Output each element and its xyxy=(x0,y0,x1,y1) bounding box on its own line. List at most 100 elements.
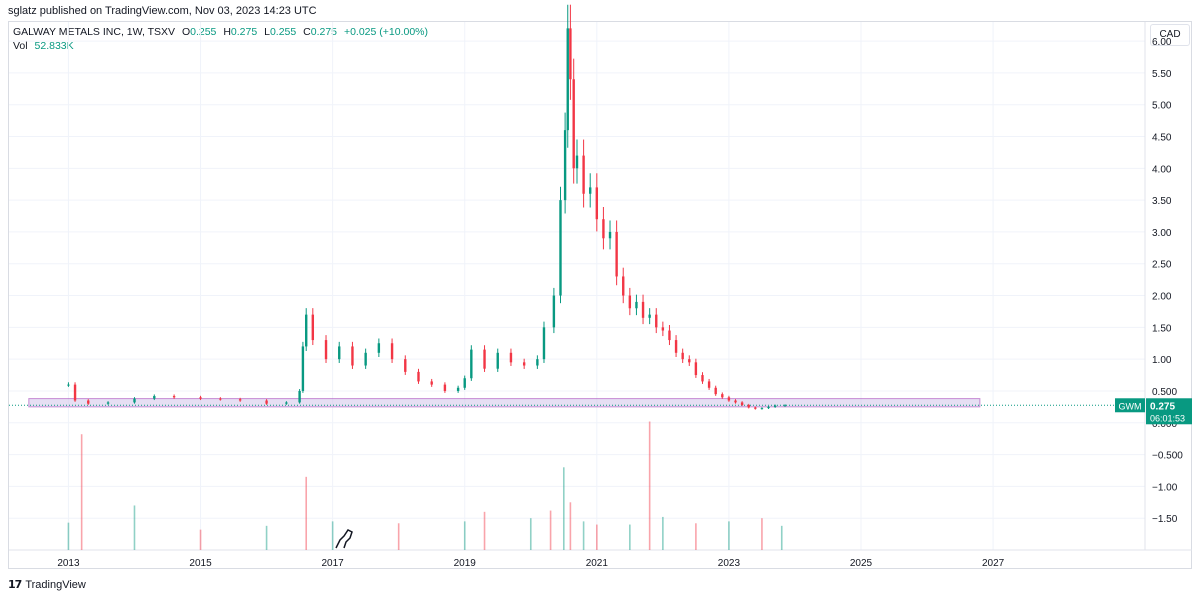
candle-body xyxy=(552,295,556,328)
volume-bar xyxy=(549,510,552,550)
volume-bar xyxy=(67,522,70,550)
candle-body xyxy=(199,397,202,399)
candle-body xyxy=(622,276,625,296)
candle-body xyxy=(740,402,744,405)
candle-body xyxy=(496,352,499,369)
symbol-title: GALWAY METALS INC, 1W, TSXV xyxy=(13,26,176,38)
y-tick-label: −1.00 xyxy=(1152,482,1178,493)
candle-body xyxy=(522,362,526,366)
candle-body xyxy=(133,398,136,403)
x-tick-label: 2021 xyxy=(586,558,609,569)
candle-body xyxy=(305,314,308,347)
price-tag xyxy=(1146,398,1192,425)
volume-bar xyxy=(695,523,697,550)
volume-bar xyxy=(569,502,572,550)
x-tick-label: 2023 xyxy=(718,558,741,569)
tradingview-logo-icon: 𝟭𝟳 xyxy=(8,579,22,591)
symbol-tag xyxy=(1115,398,1145,413)
candle-body xyxy=(641,301,645,318)
candle-body xyxy=(734,400,737,403)
y-tick-label: 4.00 xyxy=(1152,164,1172,175)
candle-body xyxy=(615,231,618,277)
y-tick-label: 4.50 xyxy=(1152,133,1172,144)
candle-body xyxy=(661,327,665,331)
footer: 𝟭𝟳 TradingView xyxy=(8,578,86,592)
volume-bar xyxy=(199,529,202,550)
candle-body xyxy=(364,352,367,366)
high-label: H xyxy=(223,26,231,38)
y-tick-label: 2.00 xyxy=(1152,292,1172,303)
volume-bar xyxy=(582,521,585,550)
candle-body xyxy=(238,399,242,401)
candle-body xyxy=(87,400,90,404)
candle-body xyxy=(67,384,70,386)
candle-body xyxy=(377,343,381,353)
candle-body xyxy=(760,408,764,410)
candle-body xyxy=(707,381,711,388)
candle-body xyxy=(747,404,750,408)
x-tick-label: 2027 xyxy=(982,558,1005,569)
volume-bar xyxy=(483,511,486,550)
candle-body xyxy=(417,371,420,382)
volume-bar xyxy=(629,524,631,550)
candle-body xyxy=(324,340,328,360)
candle-body xyxy=(589,187,592,194)
candle-body xyxy=(106,402,110,404)
candle-body xyxy=(536,359,539,366)
y-tick-label: 5.00 xyxy=(1152,101,1172,112)
volume-bar xyxy=(761,518,763,550)
volume-bar xyxy=(463,521,466,550)
candle-body xyxy=(298,390,301,403)
currency-button[interactable]: CAD xyxy=(1150,24,1190,46)
candle-body xyxy=(572,79,575,169)
candle-body xyxy=(694,362,698,376)
x-tick-label: 2017 xyxy=(322,558,345,569)
x-tick-label: 2015 xyxy=(189,558,212,569)
y-tick-label: 2.50 xyxy=(1152,260,1172,271)
candle-body xyxy=(754,407,757,409)
chart-frame xyxy=(8,21,1192,569)
support-zone xyxy=(28,398,981,408)
low-value: 0.255 xyxy=(269,26,297,38)
open-label: O xyxy=(181,26,191,38)
candle-body xyxy=(311,314,315,341)
volume-bar xyxy=(728,521,730,550)
volume-bar xyxy=(648,421,651,550)
close-value: 0.275 xyxy=(310,26,338,38)
candle-body xyxy=(443,384,447,391)
price-tag-countdown: 06:01:53 xyxy=(1150,413,1185,423)
candle-body xyxy=(463,378,466,388)
candle-body xyxy=(674,340,678,353)
candle-body xyxy=(285,402,288,404)
candle-body xyxy=(404,359,407,372)
x-tick-label: 2019 xyxy=(454,558,477,569)
symbol-tag-text: GWM xyxy=(1119,401,1142,411)
close-label: C xyxy=(303,26,311,38)
candle-body xyxy=(153,396,156,399)
candle-body xyxy=(727,397,731,401)
candle-body xyxy=(390,343,394,360)
high-value: 0.275 xyxy=(230,26,258,38)
y-tick-label: 3.50 xyxy=(1152,196,1172,207)
candle-body xyxy=(563,130,567,201)
candle-body xyxy=(566,28,569,131)
candle-body xyxy=(773,405,777,407)
symbol-legend: GALWAY METALS INC, 1W, TSXV O0.255 H0.27… xyxy=(13,26,428,38)
candle-body xyxy=(635,301,638,309)
candle-body xyxy=(483,349,486,369)
candle-body xyxy=(509,352,513,363)
y-tick-label: −0.500 xyxy=(1152,451,1183,462)
candle-body xyxy=(688,359,691,363)
candle-body xyxy=(219,398,222,400)
candle-body xyxy=(456,387,460,391)
candle-body xyxy=(701,375,704,382)
candle-body xyxy=(575,155,579,169)
candle-body xyxy=(628,295,632,309)
candle-body xyxy=(172,396,176,398)
volume-label: Vol xyxy=(13,40,28,52)
volume-bar xyxy=(305,476,308,550)
volume-bar xyxy=(133,505,136,550)
candle-body xyxy=(783,405,787,407)
candle-body xyxy=(721,394,724,398)
